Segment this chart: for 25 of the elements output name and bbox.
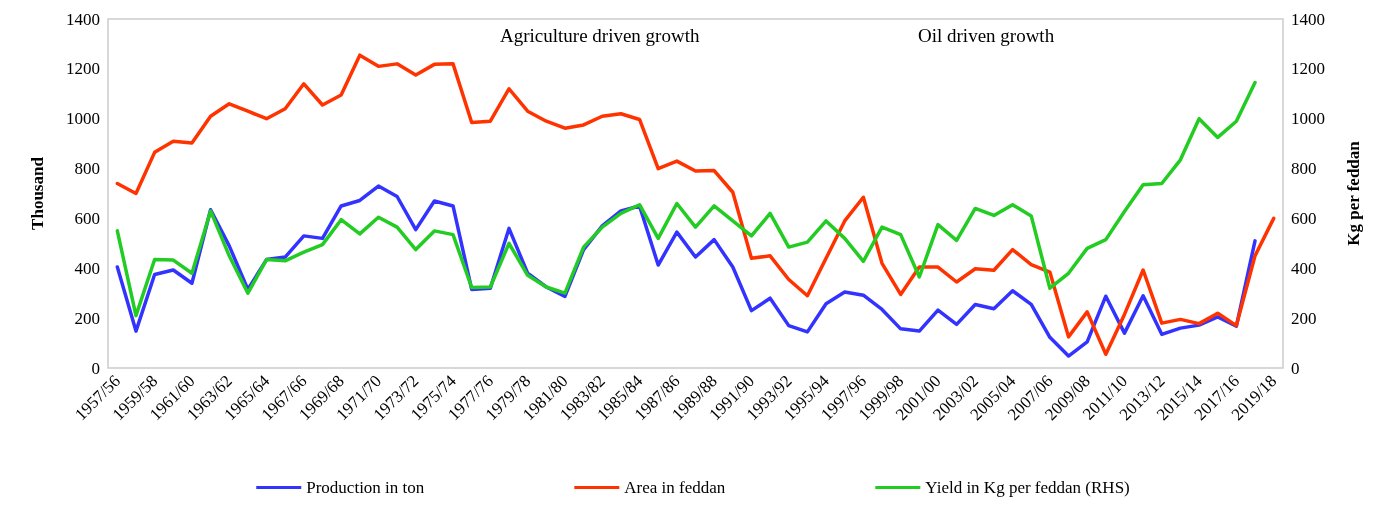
annotation: Agriculture driven growth xyxy=(500,25,700,46)
y-tick-label: 200 xyxy=(74,308,100,328)
y2-tick-label: 800 xyxy=(1291,159,1317,179)
y2-tick-label: 200 xyxy=(1291,308,1317,328)
annotation: Oil driven growth xyxy=(918,25,1055,46)
y-tick-label: 1000 xyxy=(66,109,100,129)
y2-tick-label: 1200 xyxy=(1291,59,1325,79)
line-series xyxy=(115,53,1276,357)
legend-label: Yield in Kg per feddan (RHS) xyxy=(925,478,1130,497)
line-series xyxy=(115,80,1257,318)
y-tick-label: 1200 xyxy=(66,59,100,79)
y2-axis-title: Kg per feddan xyxy=(1344,140,1363,246)
y-tick-label: 400 xyxy=(74,258,100,278)
y2-tick-label: 1400 xyxy=(1291,9,1325,29)
legend-label: Area in feddan xyxy=(624,478,726,497)
y-tick-label: 600 xyxy=(74,208,100,228)
y-axis-title: Thousand xyxy=(28,156,47,230)
y2-tick-label: 600 xyxy=(1291,208,1317,228)
legend-label: Production in ton xyxy=(306,478,425,497)
y-tick-label: 800 xyxy=(74,159,100,179)
y2-tick-label: 0 xyxy=(1291,358,1300,378)
y2-tick-label: 400 xyxy=(1291,258,1317,278)
y-tick-label: 1400 xyxy=(66,9,100,29)
y2-tick-label: 1000 xyxy=(1291,109,1325,129)
y-tick-label: 0 xyxy=(91,358,100,378)
